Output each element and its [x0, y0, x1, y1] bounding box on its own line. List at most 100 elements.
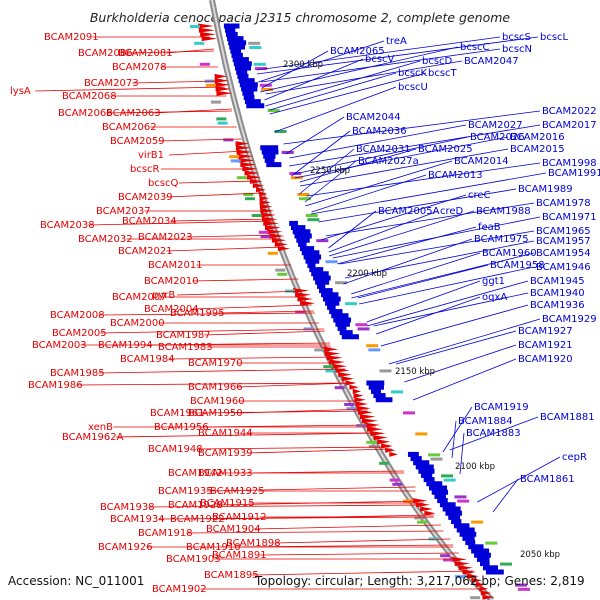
leader-line	[76, 382, 352, 386]
right-gene-label: creC	[468, 190, 491, 201]
leader-line	[192, 278, 299, 282]
left-gene-label: BCAM2062	[102, 122, 157, 133]
forward-gene-arrow	[373, 435, 388, 441]
feature-block	[260, 235, 271, 238]
leader-line	[166, 192, 263, 198]
right-gene-label: bcscU	[398, 82, 428, 93]
reverse-gene-arrow	[474, 552, 491, 558]
reverse-gene-arrow	[234, 65, 252, 71]
map-title: Burkholderia cenocepacia J2315 chromosom…	[90, 10, 511, 25]
left-gene-label: BCAM1928	[168, 500, 223, 511]
forward-gene-arrow	[354, 397, 366, 403]
forward-gene-arrow	[322, 346, 339, 352]
feature-block	[189, 25, 200, 28]
feature-block	[368, 445, 379, 448]
right-gene-label: BCAM2065	[330, 46, 385, 57]
reverse-gene-arrow	[290, 225, 306, 231]
leader-line	[236, 382, 353, 388]
reverse-gene-arrow	[264, 157, 275, 163]
reverse-gene-arrow	[261, 149, 279, 155]
left-gene-label: BCAM2091	[44, 32, 99, 43]
left-gene-label: BCAM1935	[158, 486, 213, 497]
left-gene-label: BCAM1995	[170, 308, 225, 319]
feature-block	[454, 495, 467, 499]
forward-gene-arrow	[252, 183, 265, 189]
forward-gene-arrow	[293, 288, 310, 294]
feature-block	[389, 478, 400, 482]
reverse-gene-arrow	[319, 288, 333, 294]
left-gene-label: BCAM1956	[154, 422, 209, 433]
reverse-gene-arrow	[228, 40, 247, 46]
leader-line	[98, 368, 346, 374]
left-gene-label: bcscR	[130, 164, 160, 175]
left-gene-label: BCAM2081	[118, 48, 173, 59]
feature-block	[274, 130, 287, 133]
right-leader-lines	[256, 36, 561, 513]
reverse-gene-arrow	[373, 393, 386, 399]
leader-line	[289, 124, 467, 159]
right-gene-label: BCAM1861	[520, 474, 575, 485]
right-gene-label: feaB	[478, 222, 501, 233]
leader-line	[261, 50, 329, 89]
feature-block	[334, 386, 345, 390]
tick-label: 2100 kbp	[455, 462, 495, 472]
forward-gene-arrow	[424, 510, 436, 516]
reverse-gene-arrow	[321, 292, 339, 298]
feature-block	[230, 159, 241, 163]
left-gene-label: BCAM2007	[112, 292, 167, 303]
right-gene-label: bcscT	[428, 68, 458, 79]
forward-gene-arrow	[329, 359, 345, 365]
feature-block	[391, 390, 404, 394]
forward-gene-arrow	[216, 90, 233, 96]
left-gene-label: BCAM2063	[106, 108, 161, 119]
reverse-gene-arrow	[294, 233, 312, 239]
forward-gene-arrow	[385, 447, 396, 453]
leader-line	[258, 40, 385, 83]
reverse-gene-arrow	[451, 519, 462, 525]
leader-line	[186, 530, 444, 534]
left-gene-label: BCAM2005	[52, 328, 107, 339]
right-gene-label: BCAM1957	[536, 236, 591, 247]
left-gene-label: BCAM1984	[120, 354, 175, 365]
right-gene-label: BCAM1884	[458, 416, 513, 427]
reverse-gene-arrow	[260, 145, 279, 151]
reverse-gene-arrow	[439, 502, 456, 508]
leader-line	[148, 504, 427, 508]
leader-line	[202, 424, 376, 428]
feature-block	[229, 155, 240, 159]
reverse-gene-arrow	[413, 460, 430, 466]
right-gene-label: BCAM2013	[428, 170, 483, 181]
feature-block	[427, 453, 440, 457]
forward-gene-arrow	[297, 296, 314, 302]
leader-line	[269, 72, 397, 111]
feature-block	[355, 323, 368, 327]
reverse-gene-arrow	[431, 489, 449, 495]
right-gene-label: BCAM1998	[542, 158, 597, 169]
leader-line	[246, 448, 392, 454]
feature-block	[275, 268, 286, 272]
forward-gene-arrow	[480, 590, 492, 596]
leader-line	[246, 470, 405, 474]
reverse-gene-arrow	[289, 220, 298, 226]
left-gene-label: BCAM2086	[78, 48, 133, 59]
leader-line	[299, 148, 355, 195]
left-gene-label: BCAM1938	[100, 502, 155, 513]
reverse-gene-arrow	[462, 535, 475, 541]
leader-line	[98, 312, 315, 316]
leader-line	[283, 110, 541, 145]
reverse-gene-arrow	[337, 325, 347, 331]
leader-line	[357, 264, 489, 299]
reverse-gene-arrow	[239, 82, 258, 88]
reverse-gene-arrow	[236, 69, 248, 75]
reverse-gene-arrow	[331, 313, 349, 319]
feature-block	[430, 457, 443, 461]
leader-line	[366, 280, 529, 327]
reverse-gene-arrow	[410, 456, 422, 462]
forward-gene-arrow	[214, 73, 228, 79]
left-gene-label: BCAM2003	[32, 340, 87, 351]
left-gene-label: BCAM1987	[156, 330, 211, 341]
leader-line	[170, 218, 272, 222]
reverse-gene-arrow	[299, 246, 315, 252]
left-gene-label: BCAM1985	[50, 368, 105, 379]
